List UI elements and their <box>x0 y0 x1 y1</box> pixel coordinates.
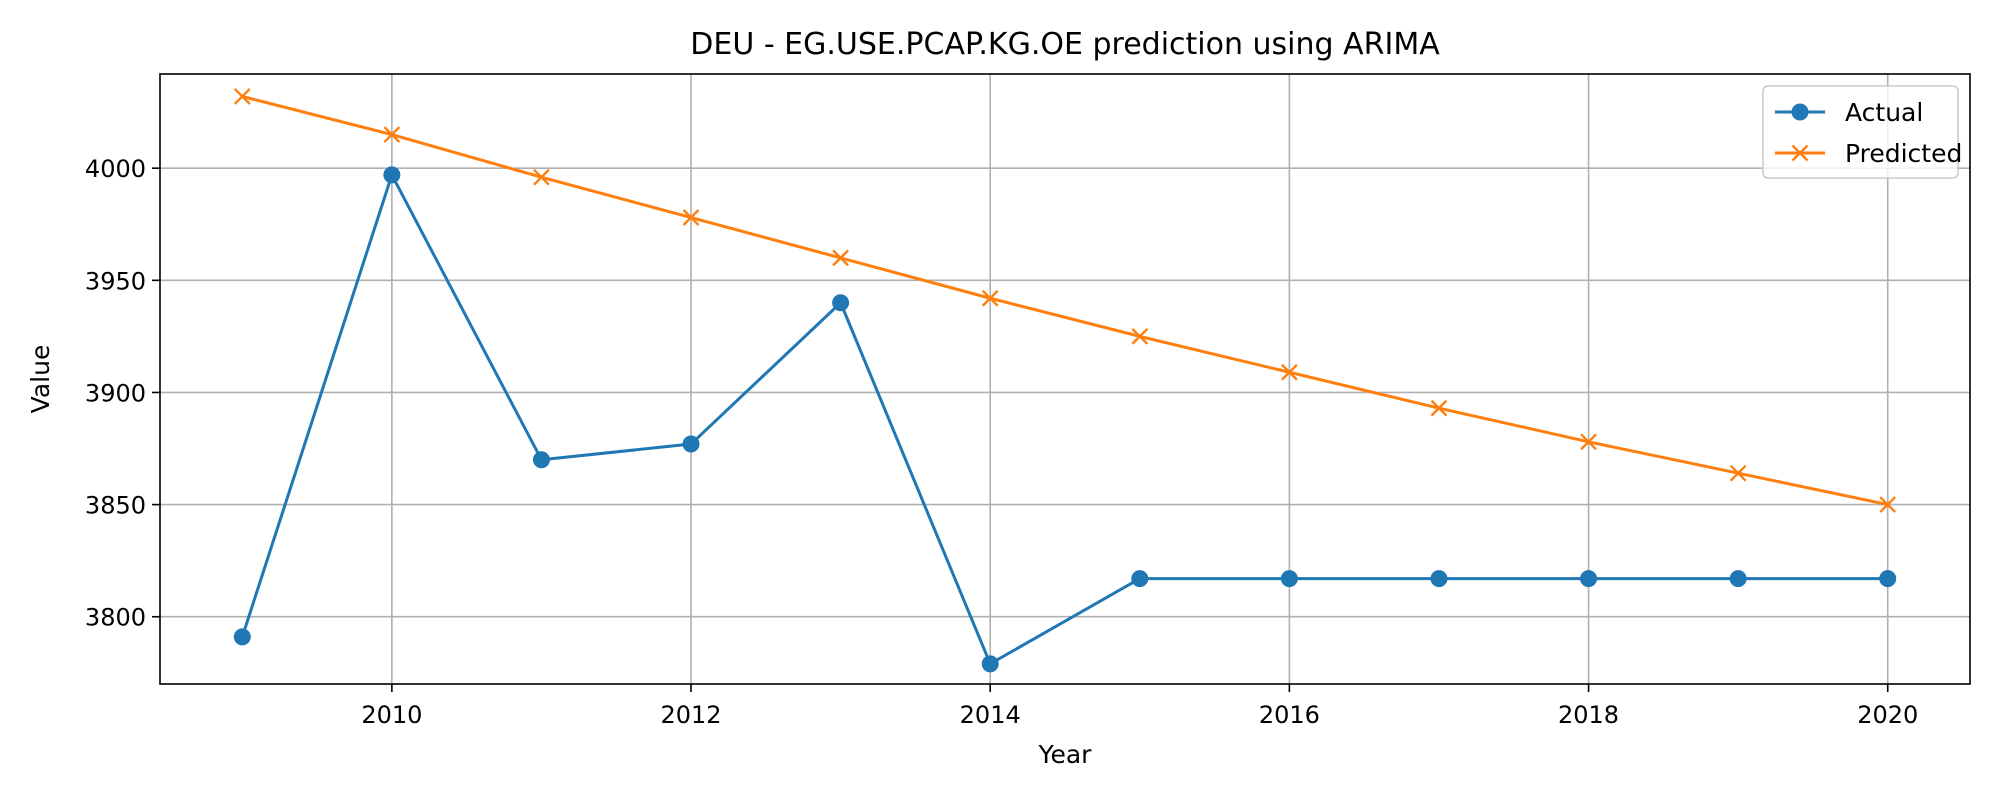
actual-point <box>981 655 999 673</box>
x-tick-label: 2010 <box>361 701 422 729</box>
predicted-point <box>682 209 700 226</box>
predicted-point <box>1430 399 1448 417</box>
predicted-point <box>832 249 849 267</box>
x-tick-label: 2014 <box>960 701 1021 729</box>
predicted-point <box>533 168 550 186</box>
actual-point <box>233 628 251 646</box>
x-tick-label: 2018 <box>1558 701 1619 729</box>
x-tick-label: 2016 <box>1259 701 1320 729</box>
actual-point <box>1131 570 1149 588</box>
y-tick-label: 3850 <box>85 492 146 520</box>
y-axis-label: Value <box>26 345 55 414</box>
legend-box <box>1762 85 1959 179</box>
ticks: 2010 2012 2014 2016 2018 2020 3800 3850 3900 3950… <box>85 155 1918 729</box>
actual-point <box>832 294 850 312</box>
y-tick-label: 3900 <box>85 379 146 407</box>
chart-title: DEU - EG.USE.PCAP.KG.OE prediction using… <box>690 27 1440 62</box>
series-actual <box>233 166 1897 673</box>
y-tick-label: 3800 <box>85 604 146 632</box>
legend-item-actual: Actual <box>1775 98 1923 127</box>
x-tick-label: 2020 <box>1857 701 1918 729</box>
actual-point <box>1280 570 1298 588</box>
predicted-point <box>981 289 999 307</box>
y-tick-label: 3950 <box>85 267 146 295</box>
actual-point <box>532 451 550 469</box>
predicted-point <box>1580 433 1597 451</box>
actual-line <box>240 173 1888 666</box>
predicted-point <box>1729 464 1747 482</box>
legend-item-predicted: Predicted <box>1775 139 1962 168</box>
predicted-point <box>233 88 251 105</box>
predicted-point <box>383 126 401 143</box>
actual-point <box>1729 570 1747 588</box>
legend-label-actual: Actual <box>1845 98 1923 127</box>
actual-point <box>1580 570 1598 588</box>
y-tick-label: 4000 <box>85 155 146 183</box>
predicted-point <box>1879 496 1897 513</box>
predicted-point <box>1131 328 1149 345</box>
legend-marker-actual <box>1791 103 1809 121</box>
axes-frame <box>159 73 1971 685</box>
legend: Actual Predicted <box>1762 85 1962 179</box>
predicted-point <box>1281 363 1298 381</box>
series-layer <box>233 88 1897 673</box>
legend-marker-predicted <box>1791 144 1809 162</box>
actual-point <box>1430 570 1448 588</box>
x-tick-label: 2012 <box>660 701 721 729</box>
actual-point <box>682 435 700 453</box>
predicted-line <box>241 94 1889 507</box>
actual-point <box>1879 570 1897 588</box>
legend-label-predicted: Predicted <box>1845 139 1962 168</box>
actual-point <box>383 166 401 184</box>
x-axis-label: Year <box>1038 740 1093 769</box>
series-predicted <box>233 88 1897 513</box>
